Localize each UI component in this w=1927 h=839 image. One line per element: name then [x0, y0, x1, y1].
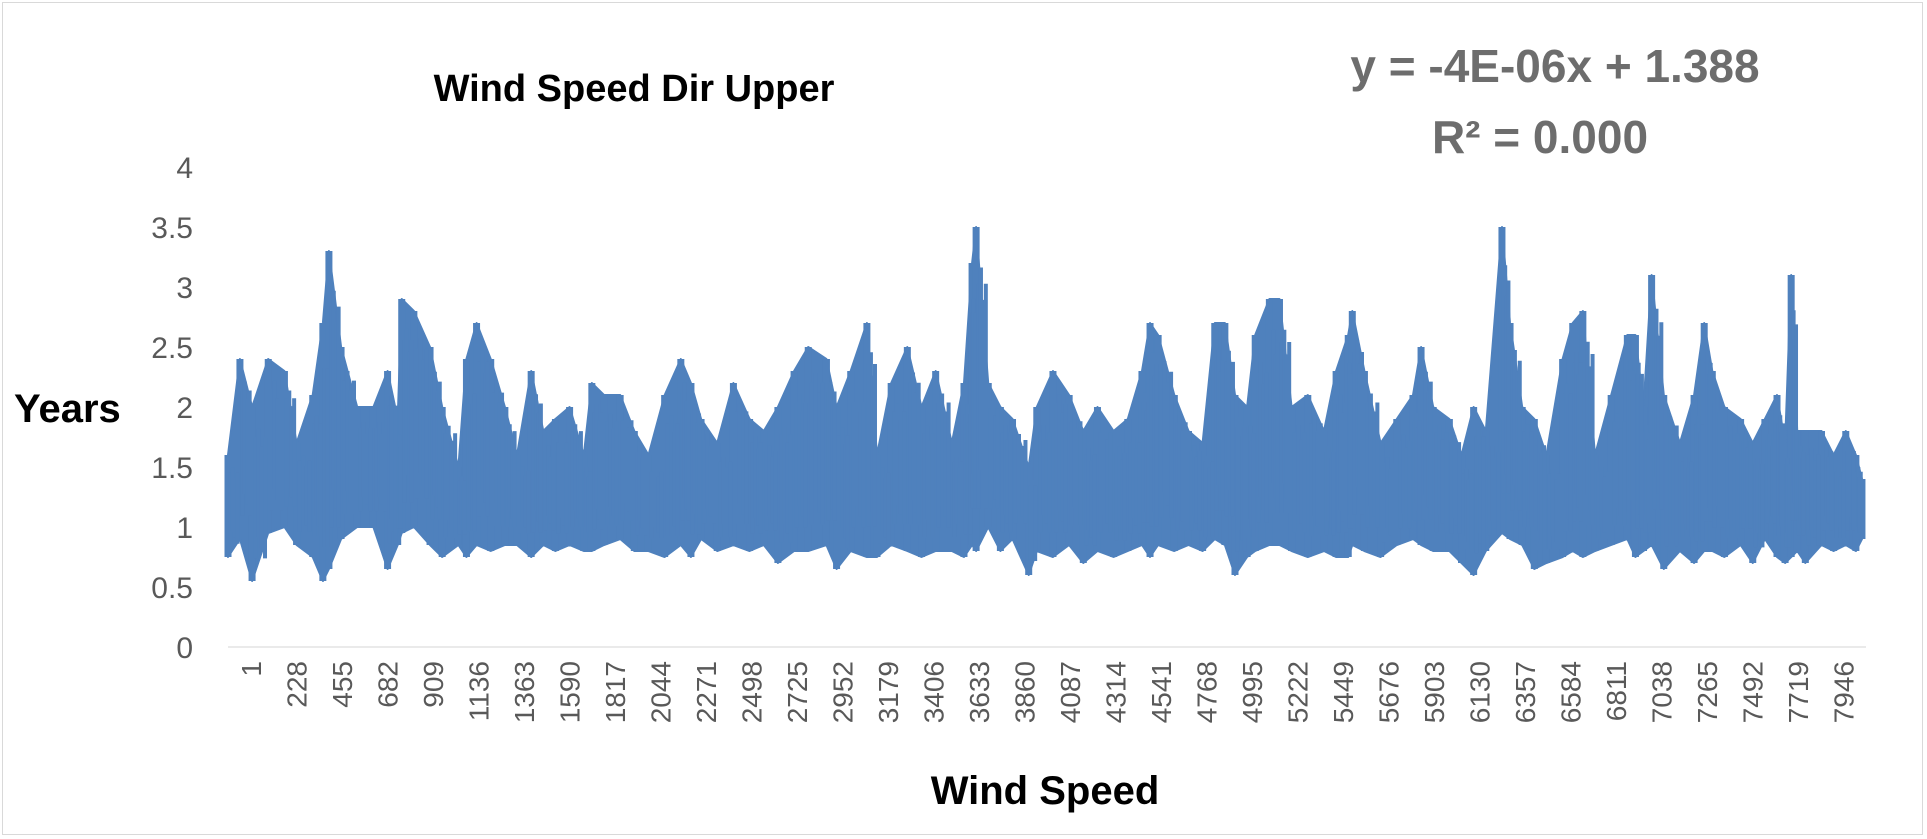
- x-tick-label: 6811: [1601, 661, 1632, 721]
- trendline-equation: y = -4E-06x + 1.388: [1350, 40, 1759, 92]
- x-tick-label: 3633: [964, 661, 995, 723]
- x-tick-label: 6357: [1510, 661, 1541, 723]
- chart-title: Wind Speed Dir Upper: [434, 68, 835, 110]
- x-tick-label: 7038: [1646, 661, 1677, 723]
- x-tick-label: 5903: [1419, 661, 1450, 723]
- y-tick-label: 0: [176, 632, 193, 665]
- y-tick-label: 3: [176, 272, 193, 305]
- x-tick-label: 7265: [1692, 661, 1723, 723]
- x-tick-label: 682: [372, 661, 403, 708]
- y-tick-label: 1.5: [151, 452, 193, 485]
- y-tick-label: 1: [176, 512, 193, 545]
- x-tick-label: 7492: [1737, 661, 1768, 723]
- x-tick-label: 1817: [600, 661, 631, 723]
- x-tick-label: 4541: [1146, 661, 1177, 723]
- x-tick-label: 455: [327, 661, 358, 708]
- series-group: [224, 226, 1866, 582]
- x-tick-label: 228: [281, 661, 312, 708]
- y-tick-label: 0.5: [151, 572, 193, 605]
- y-tick-label: 4: [176, 152, 193, 185]
- y-tick-label: 2: [176, 392, 193, 425]
- x-tick-label: 1363: [509, 661, 540, 723]
- trendline-r-squared: R² = 0.000: [1432, 111, 1648, 163]
- x-tick-label: 2044: [645, 661, 676, 723]
- x-tick-label: 4995: [1237, 661, 1268, 723]
- x-tick-label: 4314: [1100, 661, 1131, 723]
- x-tick-label: 3860: [1009, 661, 1040, 723]
- x-tick-label: 1590: [554, 661, 585, 723]
- x-tick-label: 1: [236, 661, 267, 677]
- x-tick-label: 4087: [1055, 661, 1086, 723]
- x-axis-title: Wind Speed: [931, 769, 1160, 813]
- y-tick-label: 3.5: [151, 212, 193, 245]
- x-tick-label: 6584: [1555, 661, 1586, 723]
- x-tick-label: 1136: [463, 661, 494, 721]
- x-tick-label: 2271: [691, 661, 722, 723]
- x-tick-label: 3406: [918, 661, 949, 723]
- x-tick-label: 6130: [1464, 661, 1495, 723]
- x-tick-label: 7946: [1828, 661, 1859, 723]
- x-tick-labels: 1 228 455 682 909 1136 1363 1590 1817 2044 2271 249…: [236, 661, 1860, 723]
- x-tick-label: 2952: [827, 661, 858, 723]
- x-tick-label: 2725: [782, 661, 813, 723]
- x-tick-label: 5222: [1282, 661, 1313, 723]
- x-tick-label: 5449: [1328, 661, 1359, 723]
- x-tick-label: 3179: [873, 661, 904, 723]
- y-tick-labels: 0 0.5 1 1.5 2 2.5 3 3.5 4: [151, 152, 193, 665]
- x-tick-label: 909: [418, 661, 449, 708]
- x-tick-label: 2498: [736, 661, 767, 723]
- y-axis-title: Years: [14, 387, 121, 431]
- x-tick-label: 7719: [1783, 661, 1814, 723]
- x-tick-label: 4768: [1191, 661, 1222, 723]
- y-tick-label: 2.5: [151, 332, 193, 365]
- x-tick-label: 5676: [1373, 661, 1404, 723]
